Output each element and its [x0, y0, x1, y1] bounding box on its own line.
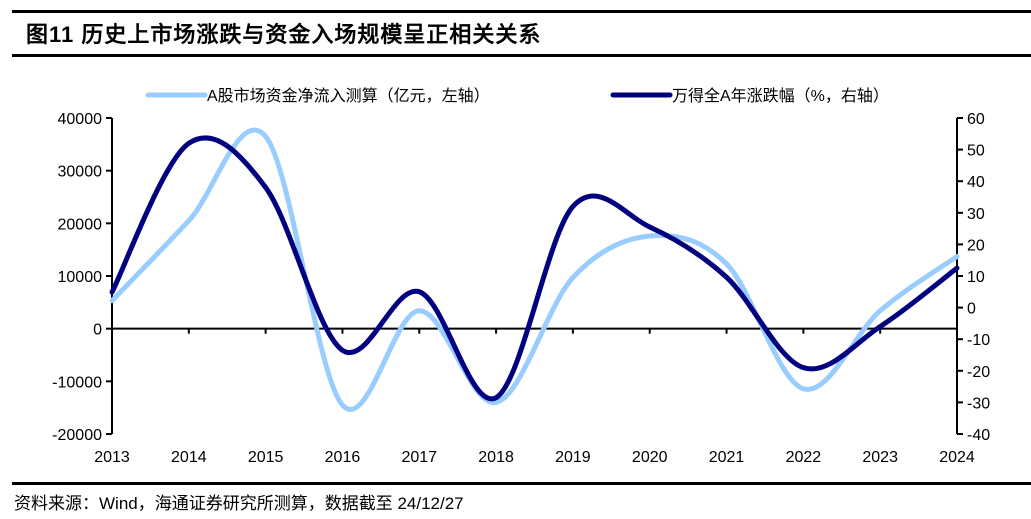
title-rule [12, 54, 1031, 57]
top-rule [12, 10, 1031, 13]
left-tick-label: 20000 [58, 216, 103, 233]
right-tick-label: 0 [967, 301, 976, 318]
right-tick-label: -30 [967, 395, 990, 412]
bottom-rule [12, 482, 1031, 485]
right-tick-label: -40 [967, 427, 990, 444]
right-tick-label: 10 [967, 269, 985, 286]
x-tick-label: 2016 [325, 449, 361, 466]
series-line-1 [109, 127, 960, 412]
right-tick-label: 40 [967, 174, 985, 191]
left-tick-label: -20000 [52, 427, 102, 444]
legend-label: 万得全A年涨跌幅（%，右轴） [672, 87, 889, 105]
x-tick-label: 2019 [555, 449, 591, 466]
x-tick-label: 2020 [632, 449, 668, 466]
x-tick-label: 2014 [171, 449, 207, 466]
x-tick-label: 2018 [478, 449, 514, 466]
legend-label: A股市场资金净流入测算（亿元，左轴） [207, 86, 490, 105]
x-tick-label: 2021 [709, 449, 745, 466]
x-tick-label: 2015 [248, 449, 284, 466]
x-tick-label: 2022 [786, 449, 822, 466]
x-tick-label: 2017 [401, 449, 437, 466]
x-tick-label: 2023 [862, 449, 898, 466]
right-tick-label: 60 [967, 111, 985, 128]
source-note: 资料来源：Wind，海通证券研究所测算，数据截至 24/12/27 [14, 494, 464, 513]
left-tick-label: -10000 [52, 374, 102, 391]
right-tick-label: -10 [967, 332, 990, 349]
left-tick-label: 10000 [58, 269, 103, 286]
right-tick-label: 50 [967, 143, 985, 160]
series-line-2 [109, 135, 960, 402]
left-tick-label: 30000 [58, 164, 103, 181]
figure-title: 图11 历史上市场涨跌与资金入场规模呈正相关关系 [26, 22, 542, 47]
right-tick-label: 20 [967, 237, 985, 254]
left-tick-label: 0 [93, 322, 102, 339]
x-tick-label: 2024 [939, 449, 975, 466]
left-tick-label: 40000 [58, 111, 103, 128]
right-tick-label: 30 [967, 206, 985, 223]
x-tick-label: 2013 [94, 449, 130, 466]
right-tick-label: -20 [967, 364, 990, 381]
